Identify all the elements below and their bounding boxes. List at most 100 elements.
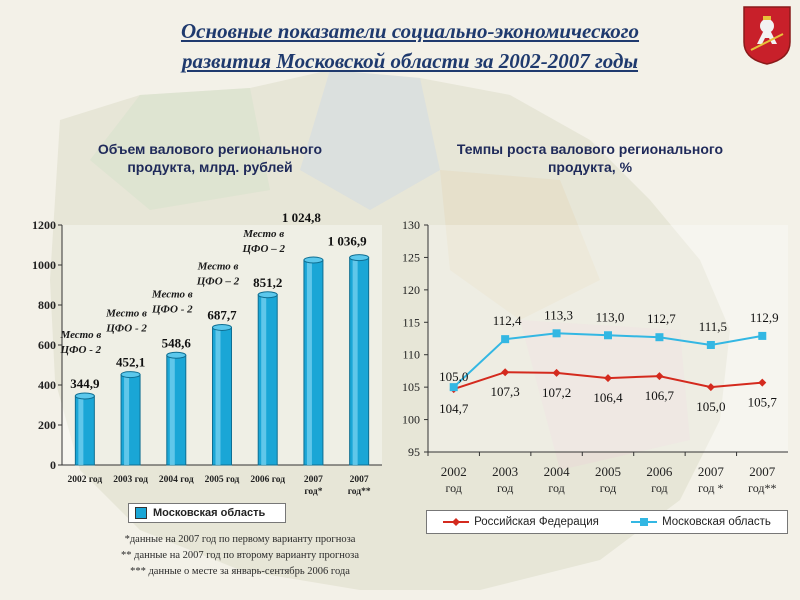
bar-x-tick-label: 2007: [304, 475, 323, 485]
bar-annotation-line2: ЦФО - 2: [60, 344, 102, 356]
bar-top: [120, 371, 141, 379]
line-y-tick-label: 115: [402, 315, 420, 329]
bar-top: [166, 351, 187, 359]
slide-title-line2: развития Московской области за 2002-2007…: [181, 49, 639, 73]
bar-value-label: 851,2: [253, 275, 282, 290]
label-moscow-region: 113,0: [596, 309, 625, 324]
line-y-tick-label: 95: [408, 445, 420, 459]
line-x-tick-label-sub: год**: [748, 481, 776, 495]
bar-highlight: [261, 296, 267, 465]
line-y-tick-label: 125: [402, 250, 420, 264]
bar-x-tick-label-sub: год**: [348, 487, 371, 497]
bar-annotation-line2: ЦФО – 2: [241, 243, 285, 255]
bar-top: [212, 323, 232, 331]
point-russia: [501, 368, 510, 377]
bar-top: [257, 291, 278, 299]
bar-highlight: [306, 262, 312, 465]
line-y-tick-label: 105: [402, 380, 420, 394]
bar-annotation-line1: Место в: [59, 329, 101, 341]
bar-highlight: [124, 376, 130, 465]
point-russia: [655, 372, 664, 381]
bar-chart-title: Объем валового регионального продукта, м…: [70, 140, 350, 176]
bar-value-label: 452,1: [116, 355, 145, 370]
bar-y-tick-label: 400: [38, 378, 56, 392]
bar-annotation-line1: Место в: [151, 288, 193, 300]
label-moscow-region: 105,0: [439, 369, 468, 384]
slide-title: Основные показатели социально-экономичес…: [90, 16, 730, 76]
legend-marker-moscow-region-icon: [631, 518, 658, 526]
label-russia: 106,4: [593, 390, 623, 405]
bar-x-tick-label: 2006 год: [250, 475, 285, 485]
bar-x-tick-label: 2003 год: [113, 475, 148, 485]
legend-label-moscow-region-line: Московская область: [662, 516, 771, 528]
bar-x-tick-label: 2007: [350, 475, 369, 485]
bar-chart-legend: Московская область: [128, 503, 286, 523]
point-moscow-region: [501, 335, 510, 344]
legend-label-russia: Российская Федерация: [474, 516, 599, 528]
bar-y-tick-label: 1000: [32, 258, 56, 272]
line-x-tick-label-sub: год: [600, 481, 616, 495]
legend-marker-russia-icon: [443, 518, 470, 526]
point-moscow-region: [655, 333, 664, 342]
line-x-tick-label: 2004: [544, 464, 571, 479]
bar-chart-title-line2: продукта, млрд. рублей: [127, 159, 293, 175]
label-moscow-region: 112,7: [647, 311, 676, 326]
bar-x-tick-label: 2005 год: [205, 475, 240, 485]
line-x-tick-label: 2003: [492, 464, 518, 479]
line-chart-title-line1: Темпы роста валового регионального: [456, 141, 724, 157]
bar-y-tick-label: 200: [38, 418, 56, 432]
slide-title-line1: Основные показатели социально-экономичес…: [180, 19, 640, 43]
label-moscow-region: 112,9: [750, 310, 779, 325]
label-russia: 105,7: [748, 395, 778, 410]
point-moscow-region: [449, 383, 458, 392]
point-russia: [706, 383, 715, 392]
line-x-tick-label: 2005: [595, 464, 621, 479]
bar-y-tick-label: 1200: [32, 218, 56, 232]
line-chart-title-line2: продукта, %: [547, 159, 633, 175]
bar-top: [74, 392, 95, 400]
bar-x-tick-label: 2004 год: [159, 475, 194, 485]
label-moscow-region: 112,4: [493, 313, 522, 328]
bar-y-tick-label: 0: [50, 458, 56, 472]
bar-annotation-line1: Место в: [242, 228, 284, 240]
label-moscow-region: 111,5: [699, 319, 727, 334]
bar-x-tick-label: 2002 год: [67, 475, 102, 485]
bar-value-label: 687,7: [207, 307, 237, 322]
bar-value-label: 1 036,9: [328, 234, 368, 249]
bar-chart-title-line1: Объем валового регионального: [97, 141, 323, 157]
legend-item-russia: Российская Федерация: [443, 516, 599, 528]
point-moscow-region: [758, 331, 767, 340]
line-x-tick-label: 2006: [646, 464, 673, 479]
footnote-3: *** данные о месте за январь-сентябрь 20…: [130, 566, 350, 577]
point-russia: [758, 378, 767, 387]
bar-top: [349, 254, 370, 262]
point-russia: [552, 368, 561, 377]
point-moscow-region: [552, 329, 561, 338]
bar-x-tick-label-sub: год*: [304, 487, 322, 497]
legend-item-moscow-region: Московская область: [631, 516, 771, 528]
line-x-tick-label-sub: год: [497, 481, 513, 495]
point-moscow-region: [604, 331, 612, 340]
line-x-tick-label: 2007: [749, 464, 776, 479]
line-x-tick-label: 2007: [698, 464, 725, 479]
bar-highlight: [78, 398, 84, 465]
bar-annotation-line2: ЦФО - 2: [105, 323, 147, 335]
coat-of-arms-icon: [743, 6, 791, 65]
line-chart-legend: Российская Федерация Московская область: [426, 510, 788, 534]
bar-value-label: 548,6: [162, 335, 192, 350]
label-russia: 104,7: [439, 401, 469, 416]
label-moscow-region: 113,3: [544, 307, 573, 322]
bar-annotation-line2: ЦФО – 2: [196, 275, 240, 287]
line-chart-title: Темпы роста валового регионального проду…: [420, 140, 760, 176]
bar-highlight: [169, 357, 175, 465]
bar-value-label: 344,9: [70, 376, 100, 391]
footnotes: *данные на 2007 год по первому варианту …: [60, 532, 420, 580]
footnote-2: ** данные на 2007 год по второму вариант…: [121, 550, 359, 561]
line-x-tick-label-sub: год *: [698, 481, 723, 495]
bar-annotation-line2: ЦФО - 2: [151, 303, 193, 315]
line-y-tick-label: 110: [402, 348, 420, 362]
footnote-1: *данные на 2007 год по первому варианту …: [124, 534, 356, 545]
point-moscow-region: [706, 340, 715, 349]
line-x-tick-label: 2002: [441, 464, 467, 479]
